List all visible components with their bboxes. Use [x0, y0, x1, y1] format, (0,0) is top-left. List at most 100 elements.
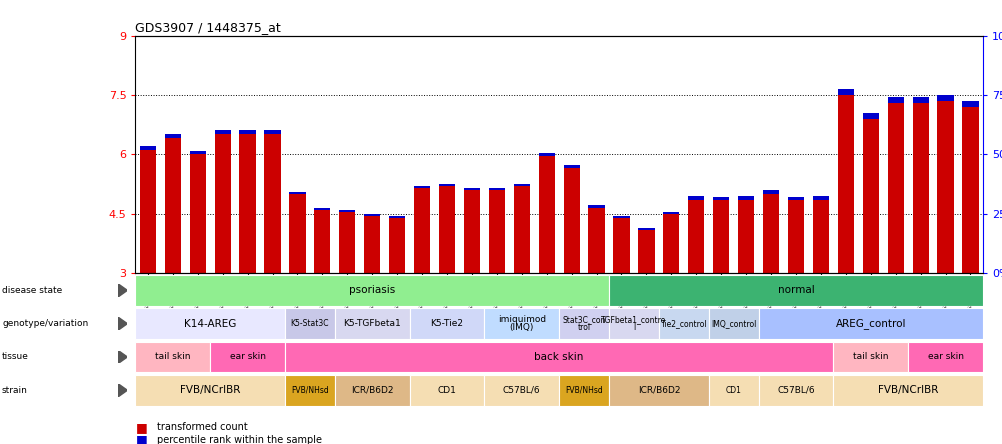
Bar	[788, 197, 804, 200]
Text: disease state: disease state	[2, 286, 62, 295]
Bar	[364, 214, 380, 216]
Bar	[135, 275, 608, 306]
Bar	[788, 200, 804, 273]
Bar	[712, 200, 728, 273]
Bar	[887, 103, 903, 273]
Bar	[712, 197, 728, 200]
Bar	[763, 194, 779, 273]
Bar	[912, 103, 928, 273]
Bar	[484, 308, 559, 339]
Text: GDS3907 / 1448375_at: GDS3907 / 1448375_at	[135, 21, 281, 34]
Bar	[239, 135, 256, 273]
Bar	[265, 135, 281, 273]
Text: CD1: CD1	[437, 386, 456, 395]
Polygon shape	[118, 384, 127, 396]
Text: ear skin: ear skin	[927, 353, 963, 361]
Bar	[265, 130, 281, 135]
Bar	[135, 341, 210, 373]
Bar	[538, 153, 554, 156]
Bar	[837, 88, 853, 95]
Bar	[164, 135, 180, 139]
Text: K5-Stat3C: K5-Stat3C	[291, 319, 329, 328]
Bar	[737, 196, 754, 200]
Bar	[335, 308, 409, 339]
Bar	[214, 135, 230, 273]
Bar	[662, 214, 678, 273]
Text: tail skin: tail skin	[852, 353, 888, 361]
Bar	[961, 107, 978, 273]
Text: IMQ_control: IMQ_control	[710, 319, 756, 328]
Bar	[833, 375, 982, 406]
Bar	[559, 308, 608, 339]
Bar	[463, 190, 480, 273]
Bar	[559, 375, 608, 406]
Bar	[563, 165, 579, 168]
Bar	[912, 97, 928, 103]
Bar	[189, 155, 205, 273]
Bar	[414, 188, 430, 273]
Bar	[862, 113, 878, 119]
Text: transformed count: transformed count	[157, 422, 247, 432]
Bar	[907, 341, 982, 373]
Bar	[409, 375, 484, 406]
Text: AREG_control: AREG_control	[835, 318, 905, 329]
Text: Stat3C_con
trol: Stat3C_con trol	[562, 315, 605, 332]
Bar	[488, 190, 504, 273]
Bar	[135, 308, 285, 339]
Text: imiquimod
(IMQ): imiquimod (IMQ)	[497, 315, 545, 332]
Bar	[662, 212, 678, 214]
Bar	[139, 146, 156, 151]
Text: C57BL/6: C57BL/6	[502, 386, 540, 395]
Bar	[364, 216, 380, 273]
Bar	[409, 308, 484, 339]
Bar	[414, 186, 430, 188]
Text: ICR/B6D2: ICR/B6D2	[351, 386, 393, 395]
Text: genotype/variation: genotype/variation	[2, 319, 88, 328]
Text: C57BL/6: C57BL/6	[777, 386, 814, 395]
Bar	[389, 216, 405, 218]
Text: strain: strain	[2, 386, 28, 395]
Bar	[513, 183, 529, 186]
Bar	[637, 230, 654, 273]
Bar	[812, 200, 829, 273]
Bar	[538, 156, 554, 273]
Text: ■: ■	[135, 420, 147, 434]
Bar	[862, 119, 878, 273]
Bar	[135, 375, 285, 406]
Text: CD1: CD1	[725, 386, 740, 395]
Bar	[285, 341, 833, 373]
Bar	[563, 168, 579, 273]
Bar	[289, 194, 306, 273]
Text: K5-Tie2: K5-Tie2	[430, 319, 463, 328]
Text: FVB/NHsd: FVB/NHsd	[291, 386, 329, 395]
Text: ICR/B6D2: ICR/B6D2	[637, 386, 679, 395]
Bar	[484, 375, 559, 406]
Bar	[588, 206, 604, 208]
Text: Tie2_control: Tie2_control	[660, 319, 706, 328]
Text: ■: ■	[135, 433, 147, 444]
Bar	[335, 375, 409, 406]
Polygon shape	[118, 284, 127, 297]
Bar	[763, 190, 779, 194]
Bar	[239, 130, 256, 135]
Text: FVB/NHsd: FVB/NHsd	[565, 386, 602, 395]
Bar	[687, 200, 703, 273]
Polygon shape	[118, 317, 127, 330]
Bar	[339, 212, 355, 273]
Bar	[339, 210, 355, 212]
Bar	[588, 208, 604, 273]
Bar	[314, 208, 330, 210]
Bar	[687, 196, 703, 200]
Bar	[812, 196, 829, 200]
Text: percentile rank within the sample: percentile rank within the sample	[157, 435, 323, 444]
Text: tail skin: tail skin	[155, 353, 190, 361]
Bar	[608, 275, 982, 306]
Bar	[463, 187, 480, 190]
Text: back skin: back skin	[534, 352, 583, 362]
Text: TGFbeta1_contro
l: TGFbeta1_contro l	[600, 315, 666, 332]
Bar	[285, 375, 335, 406]
Bar	[488, 187, 504, 190]
Text: normal: normal	[777, 285, 814, 295]
Bar	[658, 308, 708, 339]
Bar	[737, 200, 754, 273]
